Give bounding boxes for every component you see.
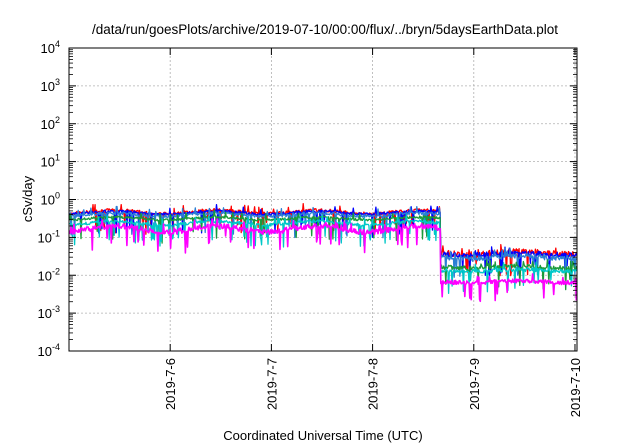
y-axis-label: cSv/day bbox=[20, 175, 35, 222]
y-tick-label: 10-3 bbox=[38, 304, 60, 321]
y-tick-label-exponent: -2 bbox=[52, 266, 60, 276]
series-group bbox=[69, 203, 577, 303]
y-tick-label-base: 10 bbox=[38, 268, 52, 283]
y-tick-label-exponent: -1 bbox=[52, 228, 60, 238]
y-tick-label: 100 bbox=[41, 191, 60, 208]
x-tick-label: 2019-7-6 bbox=[163, 358, 178, 410]
y-tick-label-base: 10 bbox=[38, 344, 52, 359]
y-tick-label-base: 10 bbox=[38, 230, 52, 245]
y-tick-label: 101 bbox=[41, 153, 60, 170]
y-tick-label-exponent: -3 bbox=[52, 304, 60, 314]
y-tick-label-exponent: 2 bbox=[55, 115, 60, 125]
chart-title: /data/run/goesPlots/archive/2019-07-10/0… bbox=[92, 22, 558, 37]
x-tick-label: 2019-7-10 bbox=[568, 358, 583, 417]
x-tick-label: 2019-7-7 bbox=[264, 358, 279, 410]
series-line bbox=[69, 205, 577, 281]
y-tick-label-exponent: 3 bbox=[55, 77, 60, 87]
y-tick-label-base: 10 bbox=[41, 79, 55, 94]
y-tick-label: 103 bbox=[41, 77, 60, 94]
series-line bbox=[69, 213, 577, 295]
y-tick-label-base: 10 bbox=[41, 155, 55, 170]
y-tick-label-base: 10 bbox=[38, 306, 52, 321]
y-tick-label-base: 10 bbox=[41, 41, 55, 56]
y-tick-label-exponent: 1 bbox=[55, 153, 60, 163]
y-tick-label: 10-2 bbox=[38, 266, 60, 283]
grid bbox=[69, 48, 577, 351]
y-tick-label-exponent: -4 bbox=[52, 342, 60, 352]
x-tick-label: 2019-7-8 bbox=[366, 358, 381, 410]
y-tick-label-exponent: 4 bbox=[55, 39, 60, 49]
series-line bbox=[69, 218, 577, 303]
y-tick-label: 10-1 bbox=[38, 228, 60, 245]
y-tick-label-base: 10 bbox=[41, 117, 55, 132]
y-tick-label: 10-4 bbox=[38, 342, 60, 359]
series-line bbox=[69, 203, 577, 281]
y-tick-label-base: 10 bbox=[41, 193, 55, 208]
y-tick-label: 104 bbox=[41, 39, 60, 56]
y-tick-label: 102 bbox=[41, 115, 60, 132]
y-tick-label-exponent: 0 bbox=[55, 191, 60, 201]
x-axis: 2019-7-6 2019-7-7 2019-7-8 2019-7-9 2019-7-1… bbox=[163, 48, 583, 417]
x-tick-label: 2019-7-9 bbox=[467, 358, 482, 410]
x-axis-label: Coordinated Universal Time (UTC) bbox=[223, 428, 422, 443]
